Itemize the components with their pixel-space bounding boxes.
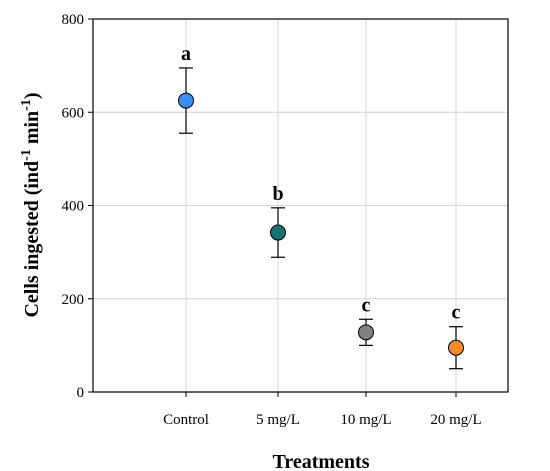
y-axis-ticks: 0 200 400 600 800 (62, 12, 93, 401)
x-tick-label: 20 mg/L (430, 412, 481, 428)
data-series: a b c c (178, 43, 464, 370)
y-axis-title-close: ) (21, 92, 43, 99)
y-axis-title-main: Cells ingested (ind (21, 161, 43, 318)
y-axis-title: Cells ingested (ind-1 min-1) (19, 92, 43, 317)
significance-label: c (452, 302, 461, 324)
data-point (270, 224, 286, 241)
y-tick-label: 400 (62, 199, 85, 215)
x-axis-title: Treatments (272, 451, 369, 471)
data-point (358, 324, 374, 341)
significance-label: b (272, 183, 283, 205)
y-tick-label: 0 (77, 385, 85, 401)
data-point-group: a (178, 43, 194, 134)
x-tick-label: 5 mg/L (256, 412, 300, 428)
data-point-group: c (448, 302, 464, 370)
y-tick-label: 600 (62, 105, 85, 121)
x-tick-label: 10 mg/L (340, 412, 391, 428)
grid (93, 19, 508, 392)
y-tick-label: 200 (62, 292, 85, 308)
y-axis-title-sup2: -1 (19, 99, 34, 111)
significance-label: c (362, 294, 371, 316)
x-tick-label: Control (163, 412, 209, 428)
data-point-group: b (270, 183, 286, 258)
x-axis-ticks: Control 5 mg/L 10 mg/L 20 mg/L (163, 392, 482, 428)
significance-label: a (181, 43, 191, 65)
y-tick-label: 800 (62, 12, 85, 28)
data-point (448, 339, 464, 356)
data-point (178, 92, 194, 109)
y-axis-title-mid: min (21, 111, 43, 149)
data-point-group: c (358, 294, 374, 346)
y-axis-title-sup1: -1 (19, 149, 34, 161)
